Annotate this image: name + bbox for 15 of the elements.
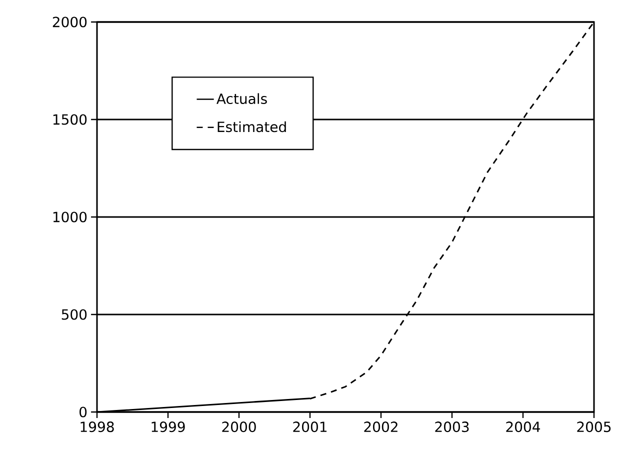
x-tick-label: 1999: [152, 422, 185, 432]
x-tick-label: 2000: [222, 422, 256, 432]
legend-label: Estimated: [218, 121, 286, 132]
y-tick-label: 2000: [52, 16, 87, 28]
y-tick-label: 1000: [53, 212, 87, 222]
y-tick-label: 0: [80, 406, 87, 418]
x-tick-label: 1998: [80, 422, 114, 432]
legend-label: Actuals: [216, 93, 267, 104]
y-tick-label: 1500: [53, 114, 87, 125]
x-tick-label: 2001: [293, 422, 327, 432]
x-tick-label: 2004: [506, 422, 540, 432]
x-tick-label: 2002: [364, 422, 398, 432]
x-tick-label: 2005: [577, 422, 611, 432]
x-tick-label: 2003: [435, 422, 469, 432]
y-tick-label: 500: [62, 309, 87, 320]
